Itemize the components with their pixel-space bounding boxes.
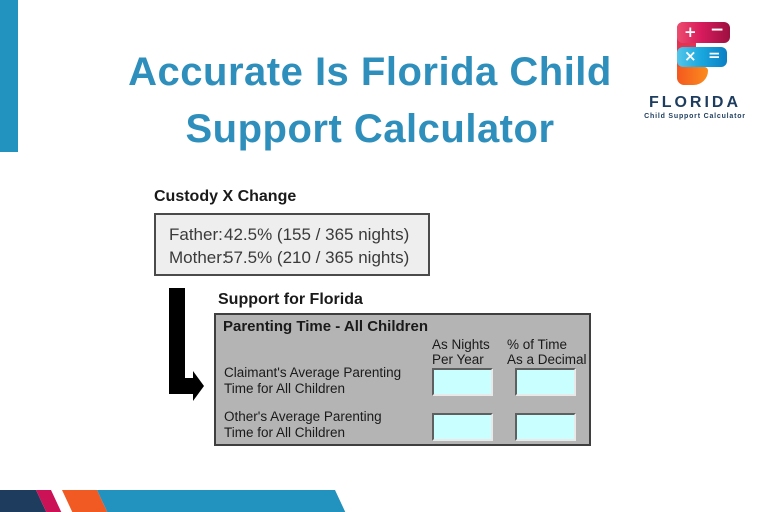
- multiply-icon: ×: [684, 47, 697, 65]
- other-nights-input[interactable]: [432, 413, 493, 441]
- mother-label: Mother:: [169, 248, 227, 267]
- father-value: 42.5% (155 / 365 nights): [224, 225, 410, 244]
- bottom-shape-teal: [97, 490, 346, 512]
- claimant-decimal-input[interactable]: [515, 368, 576, 396]
- panel-title: Parenting Time - All Children: [223, 318, 429, 335]
- father-label: Father:: [169, 225, 223, 244]
- equals-icon: =: [708, 46, 721, 64]
- parenting-time-panel: Parenting Time - All Children As Nights …: [214, 313, 591, 446]
- custody-summary-box: Father: 42.5% (155 / 365 nights) Mother:…: [154, 213, 430, 276]
- other-row-label-line1: Other's Average Parenting: [224, 409, 382, 424]
- column-header-nights-line1: As Nights: [432, 337, 490, 352]
- other-decimal-input[interactable]: [515, 413, 576, 441]
- plus-icon: +: [684, 23, 697, 41]
- other-row-label: Other's Average Parenting Time for All C…: [224, 409, 382, 441]
- page-title-line2: Support Calculator: [185, 107, 555, 151]
- column-header-decimal-line2: As a Decimal: [507, 352, 587, 367]
- column-header-decimal-line1: % of Time: [507, 337, 568, 352]
- claimant-row-label-line2: Time for All Children: [224, 381, 346, 396]
- mother-value: 57.5% (210 / 365 nights): [224, 248, 410, 267]
- custody-heading: Custody X Change: [154, 188, 297, 205]
- left-accent-bar: [0, 0, 18, 152]
- f-mid-bar: × =: [677, 47, 727, 67]
- f-top-bar: + −: [677, 22, 730, 43]
- f-hook-shape: [677, 67, 708, 85]
- other-row-label-line2: Time for All Children: [224, 425, 346, 440]
- column-header-nights: As Nights Per Year: [432, 337, 490, 367]
- arrow-down-right-icon: [169, 288, 204, 401]
- column-header-nights-line2: Per Year: [432, 352, 484, 367]
- logo-tagline-text: Child Support Calculator: [644, 113, 746, 120]
- claimant-nights-input[interactable]: [432, 368, 493, 396]
- logo-brand-text: FLORIDA: [648, 94, 742, 111]
- calculator-f-icon: + − × =: [677, 22, 730, 85]
- minus-icon: −: [710, 20, 725, 40]
- page-title: Accurate Is Florida Child Support Calcul…: [70, 44, 670, 158]
- page-title-line1: Accurate Is Florida Child: [128, 50, 612, 94]
- claimant-row-label-line1: Claimant's Average Parenting: [224, 365, 402, 380]
- claimant-row-label: Claimant's Average Parenting Time for Al…: [224, 365, 401, 397]
- support-heading: Support for Florida: [218, 291, 363, 308]
- column-header-decimal: % of Time As a Decimal: [507, 337, 587, 367]
